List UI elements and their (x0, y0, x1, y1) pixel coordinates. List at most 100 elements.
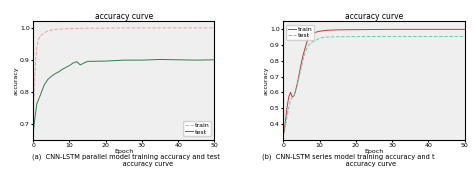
Line: train: train (33, 28, 214, 117)
train (295, 80, 301, 82)
test (313, 39, 319, 42)
test (426, 35, 431, 38)
train (103, 27, 109, 29)
Y-axis label: accuracy: accuracy (264, 66, 269, 95)
train (281, 134, 286, 136)
train (306, 36, 311, 38)
train (211, 27, 217, 29)
train (157, 27, 163, 29)
test (301, 58, 306, 60)
test (32, 116, 38, 118)
train (34, 46, 40, 48)
test (211, 59, 217, 61)
test (297, 74, 302, 76)
train (282, 129, 287, 131)
train (407, 28, 413, 30)
test (63, 66, 69, 69)
Y-axis label: accuracy: accuracy (13, 66, 18, 95)
test (281, 134, 286, 136)
train (293, 88, 299, 90)
test (139, 59, 145, 61)
test (371, 35, 377, 38)
test (320, 36, 326, 38)
train (286, 96, 292, 98)
train (41, 32, 47, 34)
train (320, 30, 326, 32)
train (313, 31, 319, 33)
test (85, 60, 91, 62)
train (48, 29, 54, 31)
train (304, 41, 310, 43)
test (52, 73, 58, 75)
test (74, 61, 80, 63)
test (175, 59, 181, 61)
Line: test: test (33, 59, 214, 133)
train (299, 61, 304, 64)
test (293, 88, 299, 90)
test (121, 59, 127, 61)
train (121, 27, 127, 29)
test (41, 84, 47, 86)
test (292, 95, 297, 97)
test (299, 66, 304, 68)
train (317, 30, 322, 32)
Line: test: test (283, 37, 465, 135)
train (56, 28, 62, 30)
train (302, 47, 308, 49)
train (308, 33, 313, 35)
train (30, 116, 36, 118)
train (284, 107, 290, 109)
test (302, 52, 308, 54)
test (45, 79, 51, 81)
Title: accuracy curve: accuracy curve (345, 12, 403, 21)
X-axis label: Epoch: Epoch (114, 149, 133, 154)
test (48, 75, 54, 78)
test (56, 71, 62, 73)
test (286, 107, 292, 109)
train (37, 35, 43, 37)
test (407, 35, 413, 38)
test (157, 58, 163, 61)
train (36, 38, 41, 40)
train (310, 32, 315, 34)
test (335, 36, 340, 38)
Text: (b)  CNN-LSTM series model training accuracy and t
                     accuracy: (b) CNN-LSTM series model training accur… (262, 154, 435, 167)
Legend: train, test: train, test (286, 25, 314, 40)
train (324, 29, 329, 31)
test (284, 117, 290, 119)
train (31, 84, 37, 86)
test (290, 96, 295, 98)
train (45, 30, 51, 32)
test (353, 35, 359, 38)
test (444, 35, 449, 38)
Legend: train, test: train, test (183, 121, 211, 137)
train (288, 91, 293, 93)
Title: accuracy curve: accuracy curve (95, 12, 153, 21)
test (193, 59, 199, 61)
test (37, 94, 43, 96)
train (426, 28, 431, 30)
train (33, 59, 38, 61)
train (193, 27, 199, 29)
train (139, 27, 145, 29)
test (30, 132, 36, 134)
Line: train: train (283, 29, 465, 135)
test (288, 99, 293, 101)
Text: (a)  CNN-LSTM parallel model training accuracy and test
                     acc: (a) CNN-LSTM parallel model training acc… (32, 154, 219, 167)
train (297, 71, 302, 73)
train (292, 95, 297, 97)
train (462, 28, 467, 30)
X-axis label: Epoch: Epoch (365, 149, 383, 154)
test (389, 35, 395, 38)
train (389, 28, 395, 30)
test (59, 68, 65, 71)
train (290, 96, 295, 98)
train (85, 27, 91, 29)
test (317, 37, 322, 39)
test (81, 62, 87, 64)
test (34, 103, 40, 105)
test (282, 126, 288, 128)
train (301, 54, 306, 56)
train (175, 27, 181, 29)
test (310, 41, 315, 43)
